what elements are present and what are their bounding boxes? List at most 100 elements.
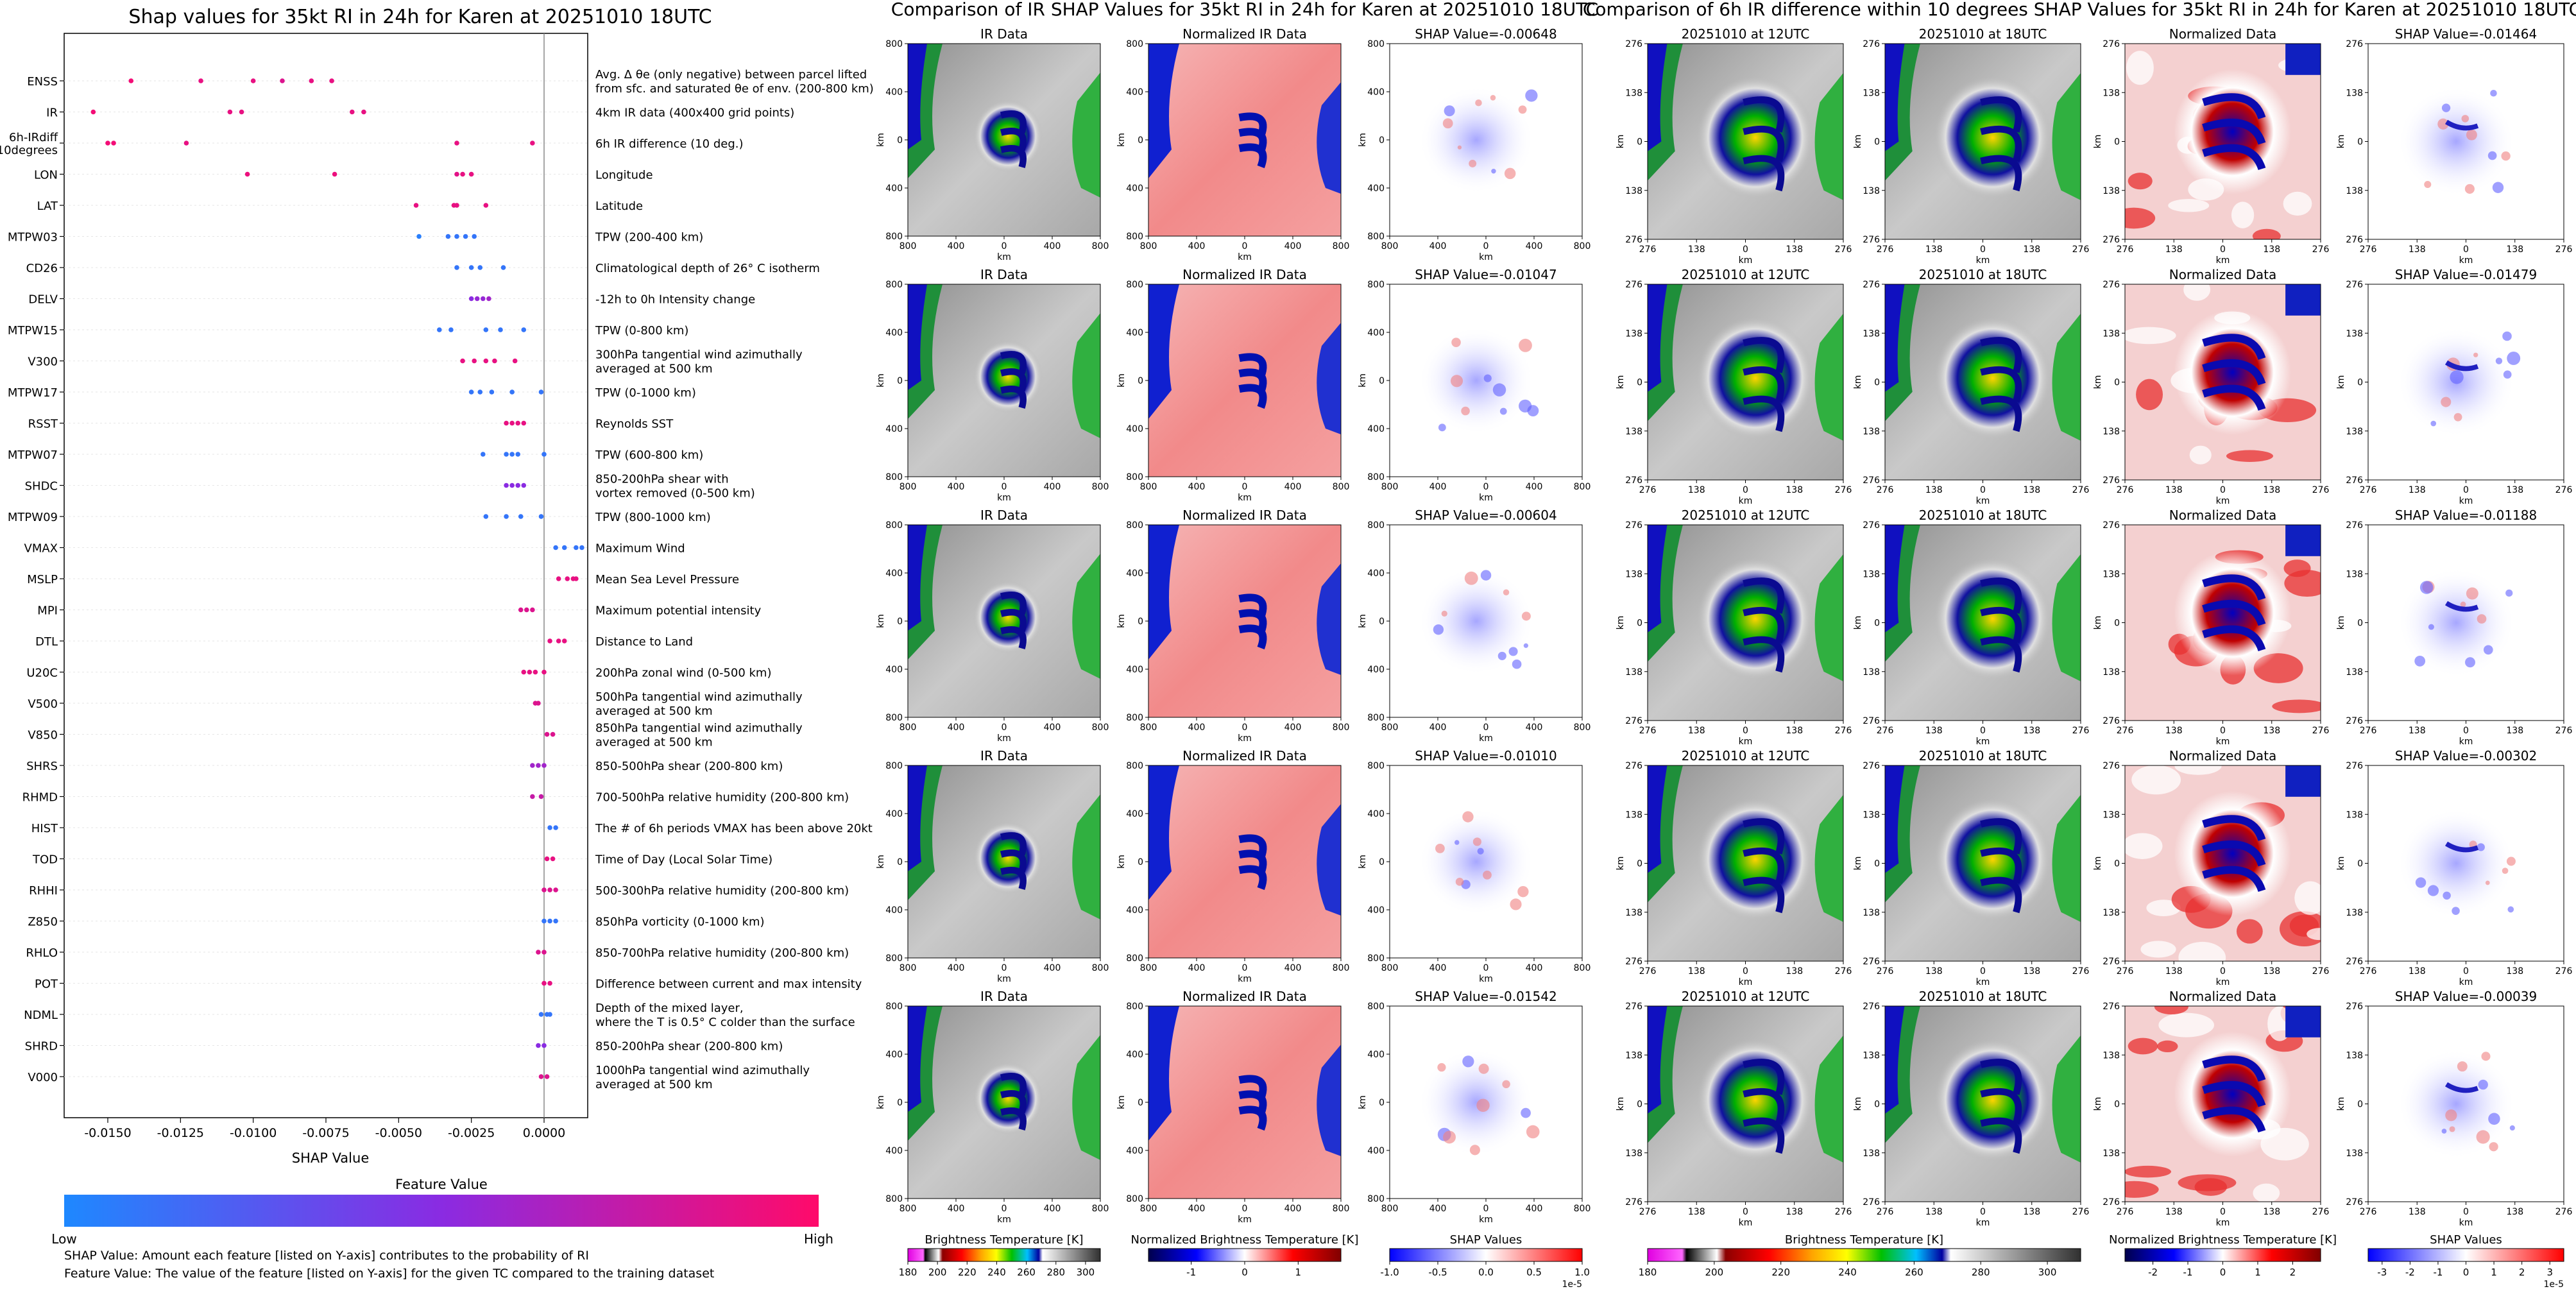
feature-description: TPW (600-800 km) xyxy=(595,448,703,462)
y-tick-label: 400 xyxy=(1126,424,1143,434)
shap-point xyxy=(454,265,459,270)
panel-title: SHAP Value=-0.00302 xyxy=(2395,748,2537,764)
shap-point xyxy=(542,452,547,457)
y-tick-label: 0 xyxy=(897,857,903,867)
x-tick-label: 276 xyxy=(1639,726,1657,736)
colorbar-tick-label: -1 xyxy=(2183,1267,2193,1278)
y-axis-label: km xyxy=(1358,614,1368,628)
x-tick-label: 276 xyxy=(2360,244,2377,255)
shap-speck xyxy=(2506,857,2516,866)
rainband xyxy=(1000,591,1027,615)
feature-name-label: POT xyxy=(35,978,58,991)
y-tick-label: 138 xyxy=(1863,569,1880,579)
y-axis-label: km xyxy=(2093,375,2103,389)
y-axis-label: km xyxy=(1616,616,1626,630)
feature-name-label: RHMD xyxy=(22,791,58,805)
shap-speck xyxy=(1499,407,1507,415)
x-tick-label: 400 xyxy=(1044,241,1061,252)
feature-name-label: 10degrees xyxy=(0,144,58,157)
y-tick-label: 276 xyxy=(1863,39,1880,49)
panel-title: 20251010 at 12UTC xyxy=(1682,26,1810,42)
shap-speck xyxy=(1433,624,1444,635)
colorbar xyxy=(2124,1248,2321,1262)
x-tick-label: 276 xyxy=(1835,1207,1852,1217)
x-tick-label: 800 xyxy=(1574,963,1591,973)
cold-cloud-band xyxy=(908,765,927,871)
x-tick-label: 800 xyxy=(900,1204,917,1214)
y-tick-label: 0 xyxy=(2114,1100,2120,1110)
y-axis-label: km xyxy=(1116,133,1127,147)
ir-image xyxy=(908,44,1100,236)
y-tick-label: 800 xyxy=(1126,472,1143,482)
shap-point xyxy=(454,171,459,177)
y-tick-label: 400 xyxy=(1126,809,1143,819)
y-axis-label: km xyxy=(1853,375,1863,389)
y-tick-label: 800 xyxy=(1367,953,1385,964)
x-tick-label: 0 xyxy=(1242,722,1248,733)
x-tick-label: 138 xyxy=(1688,726,1705,736)
feature-description: TPW (0-1000 km) xyxy=(595,386,696,400)
y-tick-label: 276 xyxy=(2103,235,2120,245)
colorbar-label: SHAP Values xyxy=(2430,1233,2502,1247)
shap-point xyxy=(454,234,459,239)
panel-title: Normalized Data xyxy=(2169,989,2277,1004)
x-tick-label: 400 xyxy=(1188,963,1206,973)
shap-point xyxy=(542,950,547,955)
normd-image xyxy=(2125,1006,2321,1202)
shap-speck xyxy=(1476,1098,1490,1112)
shap-point xyxy=(509,389,515,395)
x-axis-label: km xyxy=(1479,733,1493,744)
y-tick-label: 400 xyxy=(885,1050,903,1060)
shap-speck xyxy=(1503,589,1510,596)
cold-cloud-band xyxy=(1885,1006,1905,1114)
ir-diff-panel-grid: 20251010 at 12UTC27627613813800138138276… xyxy=(1616,26,2572,1289)
x-tick-label: 800 xyxy=(900,241,917,252)
shap-blob xyxy=(2397,1049,2515,1159)
x-tick-label: 138 xyxy=(1786,1207,1803,1217)
y-tick-label: 0 xyxy=(1138,376,1143,386)
y-tick-label: 138 xyxy=(2103,88,2120,98)
y-tick-label: 0 xyxy=(1138,617,1143,627)
feature-description: 4km IR data (400x400 grid points) xyxy=(595,107,794,120)
y-tick-label: 138 xyxy=(1863,88,1880,98)
y-tick-label: 138 xyxy=(2103,569,2120,579)
y-axis-label: km xyxy=(1853,857,1863,871)
norm-blob xyxy=(2146,900,2181,916)
x-axis-label: km xyxy=(2216,737,2230,747)
x-axis-label: km xyxy=(1739,496,1753,506)
shap-speck xyxy=(2427,885,2439,896)
feature-description: TPW (800-1000 km) xyxy=(595,511,711,524)
rainband xyxy=(1980,876,2022,914)
x-tick-label: 0 xyxy=(1002,1204,1007,1214)
panel-title: 20251010 at 12UTC xyxy=(1682,267,1810,282)
rainband xyxy=(1743,577,1785,614)
diff-band xyxy=(2202,840,2266,867)
norm-image xyxy=(1148,44,1341,236)
feature-description: 850-700hPa relative humidity (200-800 km… xyxy=(595,946,849,960)
shap-point xyxy=(509,420,515,426)
y-axis-label: km xyxy=(2093,616,2103,630)
shap-speck xyxy=(1457,145,1462,149)
x-tick-label: -0.0100 xyxy=(230,1126,277,1140)
rainband xyxy=(1980,847,2022,884)
y-tick-label: 400 xyxy=(1367,809,1385,819)
panel-title: SHAP Value=-0.01464 xyxy=(2395,26,2537,42)
shap-point xyxy=(536,763,541,768)
feature-description: TPW (200-400 km) xyxy=(595,231,703,244)
shap-blob xyxy=(1419,327,1534,434)
feature-name-label: ENSS xyxy=(27,75,58,89)
shap-point xyxy=(448,327,454,332)
y-tick-label: 800 xyxy=(1126,520,1143,531)
norm-background xyxy=(1148,284,1341,477)
shap-speck xyxy=(2501,151,2511,161)
diff-band xyxy=(2202,1106,2266,1133)
x-axis-label: km xyxy=(2459,977,2473,987)
cold-rainband xyxy=(1238,624,1267,650)
shap-point xyxy=(556,638,561,644)
shap-speck xyxy=(2437,118,2449,130)
x-tick-label: 138 xyxy=(1925,244,1943,255)
feature-description: 6h IR difference (10 deg.) xyxy=(595,137,744,151)
x-axis-label: km xyxy=(2216,977,2230,987)
panel-title: IR Data xyxy=(980,748,1028,764)
shap-point xyxy=(509,482,515,488)
